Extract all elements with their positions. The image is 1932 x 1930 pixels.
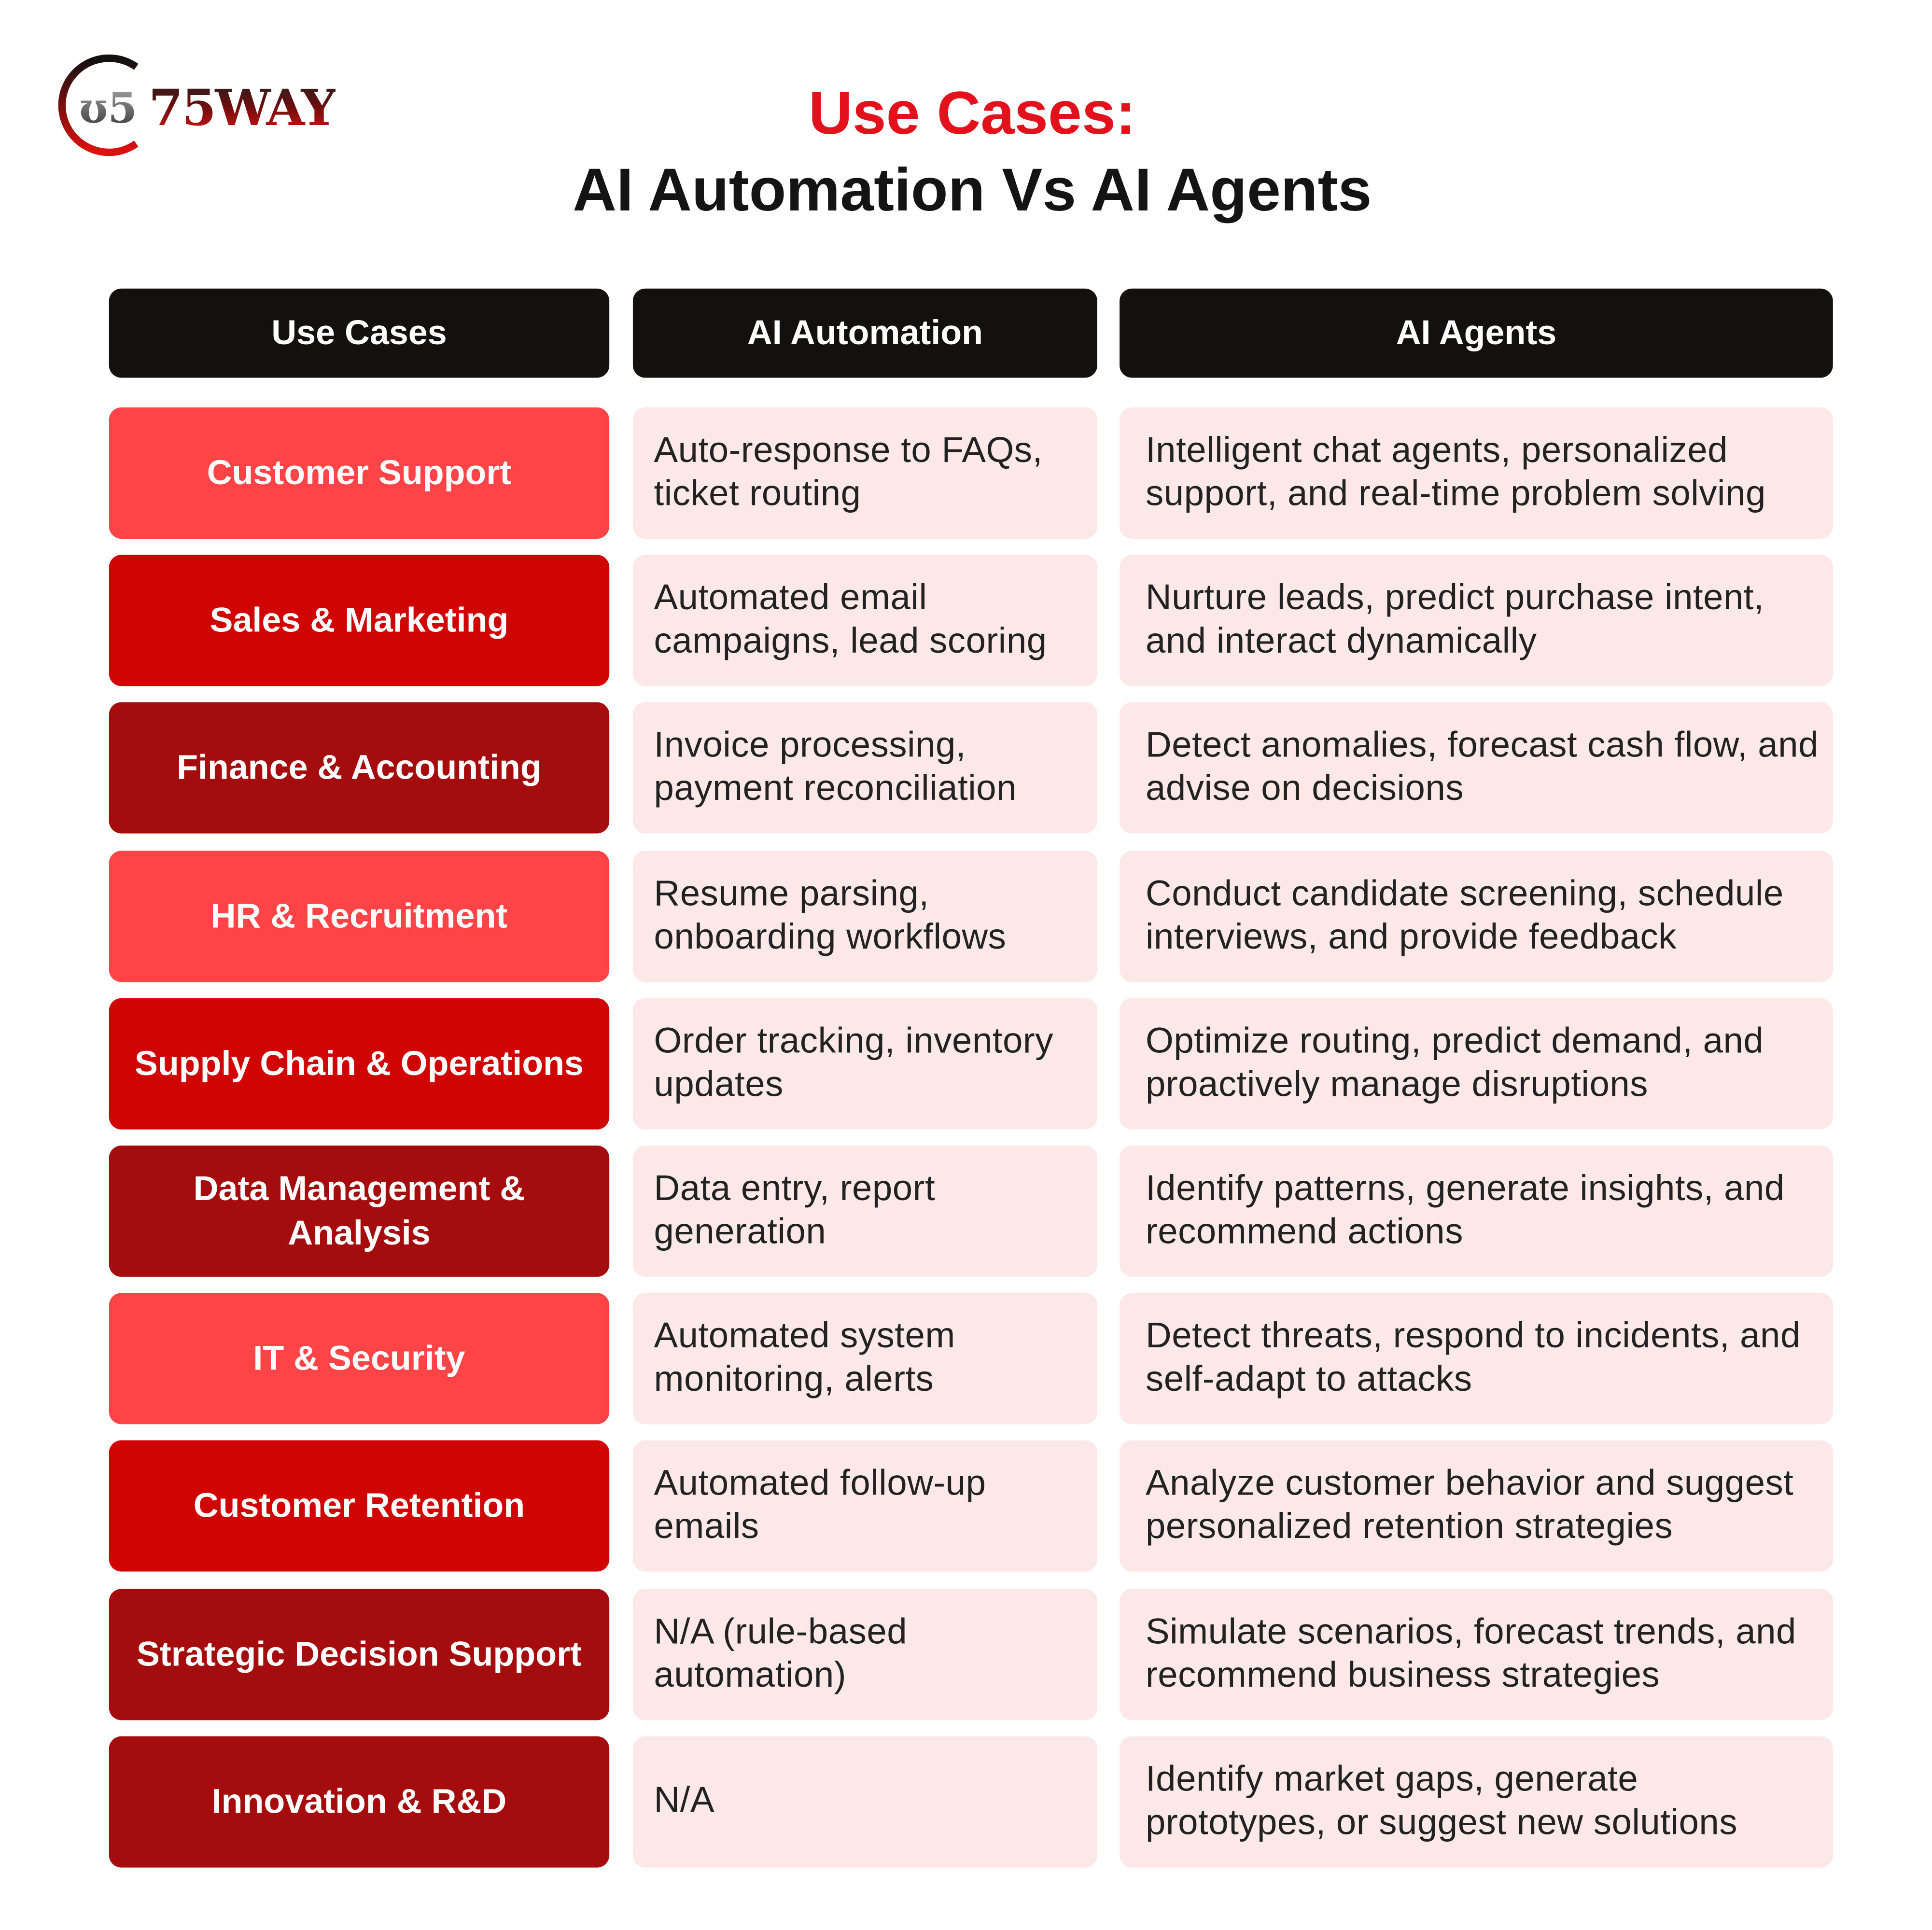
automation-cell: Automated email campaigns, lead scoring	[632, 555, 1097, 686]
use-case-label: IT & Security	[109, 1293, 610, 1425]
use-case-label: Innovation & R&D	[109, 1736, 610, 1868]
agents-cell: Identify market gaps, generate prototype…	[1120, 1736, 1833, 1868]
agents-cell: Simulate scenarios, forecast trends, and…	[1120, 1588, 1833, 1720]
use-case-label: Data Management & Analysis	[109, 1145, 610, 1277]
use-case-label: Customer Retention	[109, 1441, 610, 1572]
agents-cell: Optimize routing, predict demand, and pr…	[1120, 998, 1833, 1130]
logo: ʊ5 75WAY	[52, 54, 356, 160]
use-case-label: Customer Support	[109, 407, 610, 539]
automation-cell: Invoice processing, payment reconciliati…	[632, 702, 1097, 834]
title-line-2: AI Automation Vs AI Agents	[573, 157, 1372, 224]
agents-cell: Conduct candidate screening, schedule in…	[1120, 850, 1833, 982]
title-line-1: Use Cases:	[808, 80, 1136, 148]
header-use-cases: Use Cases	[109, 288, 610, 378]
automation-cell: Data entry, report generation	[632, 1145, 1097, 1277]
agents-cell: Detect anomalies, forecast cash flow, an…	[1120, 702, 1833, 834]
use-case-label: HR & Recruitment	[109, 850, 610, 982]
svg-text:ʊ5: ʊ5	[79, 83, 137, 133]
automation-cell: N/A	[632, 1736, 1097, 1868]
use-case-label: Supply Chain & Operations	[109, 998, 610, 1130]
header-ai-agents: AI Agents	[1120, 288, 1833, 378]
use-case-label: Finance & Accounting	[109, 702, 610, 834]
automation-cell: Resume parsing, onboarding workflows	[632, 850, 1097, 982]
automation-cell: N/A (rule-based automation)	[632, 1588, 1097, 1720]
header-ai-automation: AI Automation	[632, 288, 1097, 378]
agents-cell: Analyze customer behavior and suggest pe…	[1120, 1441, 1833, 1572]
automation-cell: Automated system monitoring, alerts	[632, 1293, 1097, 1425]
agents-cell: Intelligent chat agents, personalized su…	[1120, 407, 1833, 539]
automation-cell: Order tracking, inventory updates	[632, 998, 1097, 1130]
agents-cell: Nurture leads, predict purchase intent, …	[1120, 555, 1833, 686]
logo-swirl-icon: ʊ5	[58, 54, 139, 156]
logo-text: 75WAY	[148, 79, 336, 138]
agents-cell: Detect threats, respond to incidents, an…	[1120, 1293, 1833, 1425]
use-case-label: Strategic Decision Support	[109, 1588, 610, 1720]
automation-cell: Auto-response to FAQs, ticket routing	[632, 407, 1097, 539]
automation-cell: Automated follow-up emails	[632, 1441, 1097, 1572]
use-case-label: Sales & Marketing	[109, 555, 610, 686]
agents-cell: Identify patterns, generate insights, an…	[1120, 1145, 1833, 1277]
